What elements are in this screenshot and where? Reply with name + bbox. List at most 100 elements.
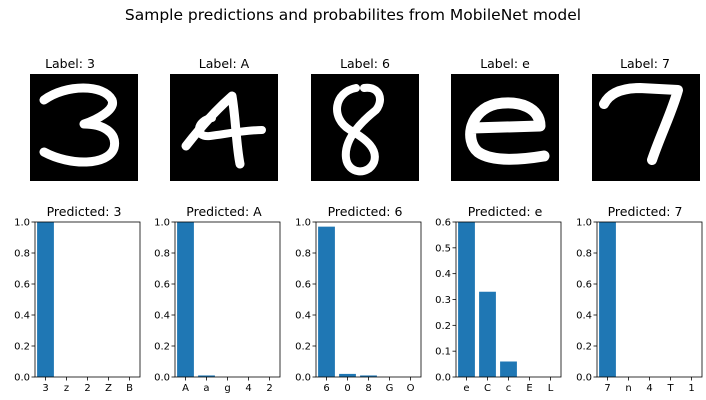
x-tick-label: E <box>526 383 532 394</box>
label-title: Label: A <box>199 56 250 71</box>
x-tick-label: G <box>386 383 394 394</box>
x-tick-label: g <box>224 383 230 394</box>
bar-chart: 3 z 2 Z B 0.0 0.2 0.4 0.6 0.8 1.0 <box>14 218 141 394</box>
bar <box>479 291 496 377</box>
predicted-titles: Predicted: 3 Predicted: A Predicted: 6 P… <box>47 204 683 219</box>
y-tick-label: 0.0 <box>295 373 311 384</box>
y-tick-label: 0.6 <box>14 280 30 291</box>
axes-frame <box>596 221 703 378</box>
y-tick-label: 0.2 <box>14 342 30 353</box>
axes-frame <box>174 221 281 378</box>
y-tick-label: 0.8 <box>576 249 592 260</box>
y-tick-label: 0.6 <box>576 280 592 291</box>
y-tick-label: 0.8 <box>295 249 311 260</box>
y-tick-label: 0.8 <box>14 249 30 260</box>
sample-image <box>170 74 278 181</box>
bar <box>360 375 377 377</box>
bar-charts: 3 z 2 Z B 0.0 0.2 0.4 0.6 0.8 1.0 A a g 4 2 0.0 0.2 0.4 0.6… <box>14 218 703 394</box>
x-tick-label: 4 <box>646 383 652 394</box>
y-tick-label: 0.6 <box>154 280 170 291</box>
image-row: Label: 3 Label: A Label: 6 <box>30 56 700 181</box>
y-tick-label: 0.4 <box>154 311 170 322</box>
x-tick-label: 1 <box>688 383 694 394</box>
predicted-title: Predicted: 6 <box>328 204 403 219</box>
y-tick-label: 0.8 <box>154 249 170 260</box>
predicted-title: Predicted: 3 <box>47 204 122 219</box>
x-tick-label: 7 <box>604 383 610 394</box>
x-tick-label: e <box>463 383 469 394</box>
label-title: Label: 3 <box>45 56 95 71</box>
sample-image <box>451 74 559 181</box>
x-tick-label: O <box>407 383 415 394</box>
bar <box>339 373 356 377</box>
letter-e-icon <box>465 97 550 165</box>
y-tick-label: 0.1 <box>435 347 451 358</box>
y-tick-label: 0.0 <box>154 373 170 384</box>
y-tick-label: 0.4 <box>576 311 592 322</box>
axes-frame <box>315 221 422 378</box>
bar <box>198 375 215 377</box>
digit-7-icon <box>599 83 683 165</box>
x-tick-label: 4 <box>245 383 251 394</box>
bar <box>599 222 616 377</box>
bar <box>177 222 194 377</box>
x-tick-label: A <box>182 383 189 394</box>
y-tick-label: 0.6 <box>435 218 451 229</box>
sample-image <box>311 74 419 181</box>
predicted-title: Predicted: 7 <box>608 204 683 219</box>
axes-frame <box>455 221 562 378</box>
y-tick-label: 0.0 <box>435 373 451 384</box>
y-tick-label: 0.0 <box>576 373 592 384</box>
bar <box>458 222 475 377</box>
x-tick-label: a <box>203 383 209 394</box>
digit-3-icon <box>39 83 120 167</box>
y-tick-label: 0.4 <box>295 311 311 322</box>
y-tick-label: 0.4 <box>14 311 30 322</box>
y-tick-label: 1.0 <box>154 218 170 229</box>
predicted-title: Predicted: e <box>468 204 543 219</box>
x-tick-label: Z <box>105 383 112 394</box>
x-tick-label: z <box>64 383 69 394</box>
digit-6-icon <box>333 83 384 176</box>
x-tick-label: 8 <box>365 383 371 394</box>
sample-image <box>30 74 138 181</box>
y-tick-label: 1.0 <box>576 218 592 229</box>
x-tick-label: B <box>126 383 133 394</box>
x-tick-label: 2 <box>266 383 272 394</box>
sample-image <box>592 74 700 181</box>
x-tick-label: 3 <box>42 383 48 394</box>
label-title: Label: e <box>480 56 530 71</box>
y-tick-label: 1.0 <box>14 218 30 229</box>
y-tick-label: 0.2 <box>295 342 311 353</box>
bar-chart: 6 0 8 G O 0.0 0.2 0.4 0.6 0.8 1.0 <box>295 218 422 394</box>
x-tick-label: C <box>484 383 491 394</box>
bar <box>37 222 54 377</box>
label-title: Label: 7 <box>620 56 670 71</box>
x-tick-label: 0 <box>344 383 350 394</box>
figure-title: Sample predictions and probabilites from… <box>125 6 581 24</box>
x-tick-label: L <box>548 383 554 394</box>
y-tick-label: 1.0 <box>295 218 311 229</box>
y-tick-label: 0.5 <box>435 243 451 254</box>
bar <box>500 361 517 377</box>
letter-a-icon <box>181 91 266 169</box>
x-tick-label: 2 <box>84 383 90 394</box>
y-tick-label: 0.2 <box>435 321 451 332</box>
y-tick-label: 0.4 <box>435 269 451 280</box>
y-tick-label: 0.6 <box>295 280 311 291</box>
predicted-title: Predicted: A <box>186 204 262 219</box>
y-tick-label: 0.2 <box>154 342 170 353</box>
bar <box>318 226 335 377</box>
axes-frame <box>34 221 141 378</box>
x-tick-label: n <box>625 383 631 394</box>
label-title: Label: 6 <box>340 56 390 71</box>
x-tick-label: T <box>666 383 674 394</box>
bar-chart: 7 n 4 T 1 0.0 0.2 0.4 0.6 0.8 1.0 <box>576 218 703 394</box>
y-tick-label: 0.3 <box>435 295 451 306</box>
x-tick-label: 6 <box>323 383 329 394</box>
y-tick-label: 0.0 <box>14 373 30 384</box>
